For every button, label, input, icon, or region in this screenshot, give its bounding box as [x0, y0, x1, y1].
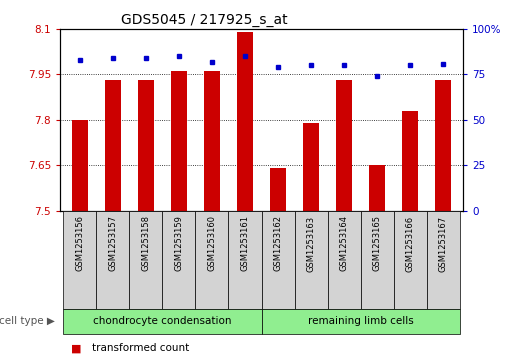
Text: GSM1253167: GSM1253167	[439, 215, 448, 272]
Text: GSM1253160: GSM1253160	[208, 215, 217, 272]
Text: GSM1253159: GSM1253159	[175, 215, 184, 271]
Bar	[270, 168, 286, 211]
Bar	[130, 211, 163, 309]
Bar	[163, 211, 196, 309]
Text: transformed count: transformed count	[92, 343, 189, 354]
Bar	[369, 165, 385, 211]
Bar	[138, 81, 154, 211]
Bar	[262, 211, 294, 309]
Text: GSM1253164: GSM1253164	[339, 215, 348, 272]
Bar	[72, 120, 88, 211]
Bar	[96, 211, 130, 309]
Text: GDS5045 / 217925_s_at: GDS5045 / 217925_s_at	[120, 13, 287, 26]
Text: chondrocyte condensation: chondrocyte condensation	[93, 316, 232, 326]
Bar	[204, 72, 220, 211]
Bar	[105, 81, 121, 211]
Bar	[294, 211, 327, 309]
Bar	[393, 211, 427, 309]
Text: ■: ■	[71, 343, 81, 354]
Bar	[63, 309, 262, 334]
Bar	[170, 72, 187, 211]
Text: GSM1253158: GSM1253158	[141, 215, 151, 272]
Text: GSM1253163: GSM1253163	[306, 215, 315, 272]
Bar	[196, 211, 229, 309]
Text: GSM1253161: GSM1253161	[241, 215, 249, 272]
Bar	[427, 211, 460, 309]
Text: cell type ▶: cell type ▶	[0, 316, 55, 326]
Text: GSM1253156: GSM1253156	[75, 215, 84, 272]
Bar	[262, 309, 460, 334]
Bar	[327, 211, 360, 309]
Text: remaining limb cells: remaining limb cells	[308, 316, 413, 326]
Bar	[435, 81, 451, 211]
Bar	[303, 123, 319, 211]
Text: GSM1253166: GSM1253166	[405, 215, 415, 272]
Bar	[360, 211, 393, 309]
Text: GSM1253157: GSM1253157	[108, 215, 118, 272]
Bar	[336, 81, 353, 211]
Text: GSM1253165: GSM1253165	[372, 215, 382, 272]
Bar	[402, 111, 418, 211]
Bar	[237, 32, 253, 211]
Text: GSM1253162: GSM1253162	[274, 215, 282, 272]
Bar	[63, 211, 96, 309]
Bar	[229, 211, 262, 309]
